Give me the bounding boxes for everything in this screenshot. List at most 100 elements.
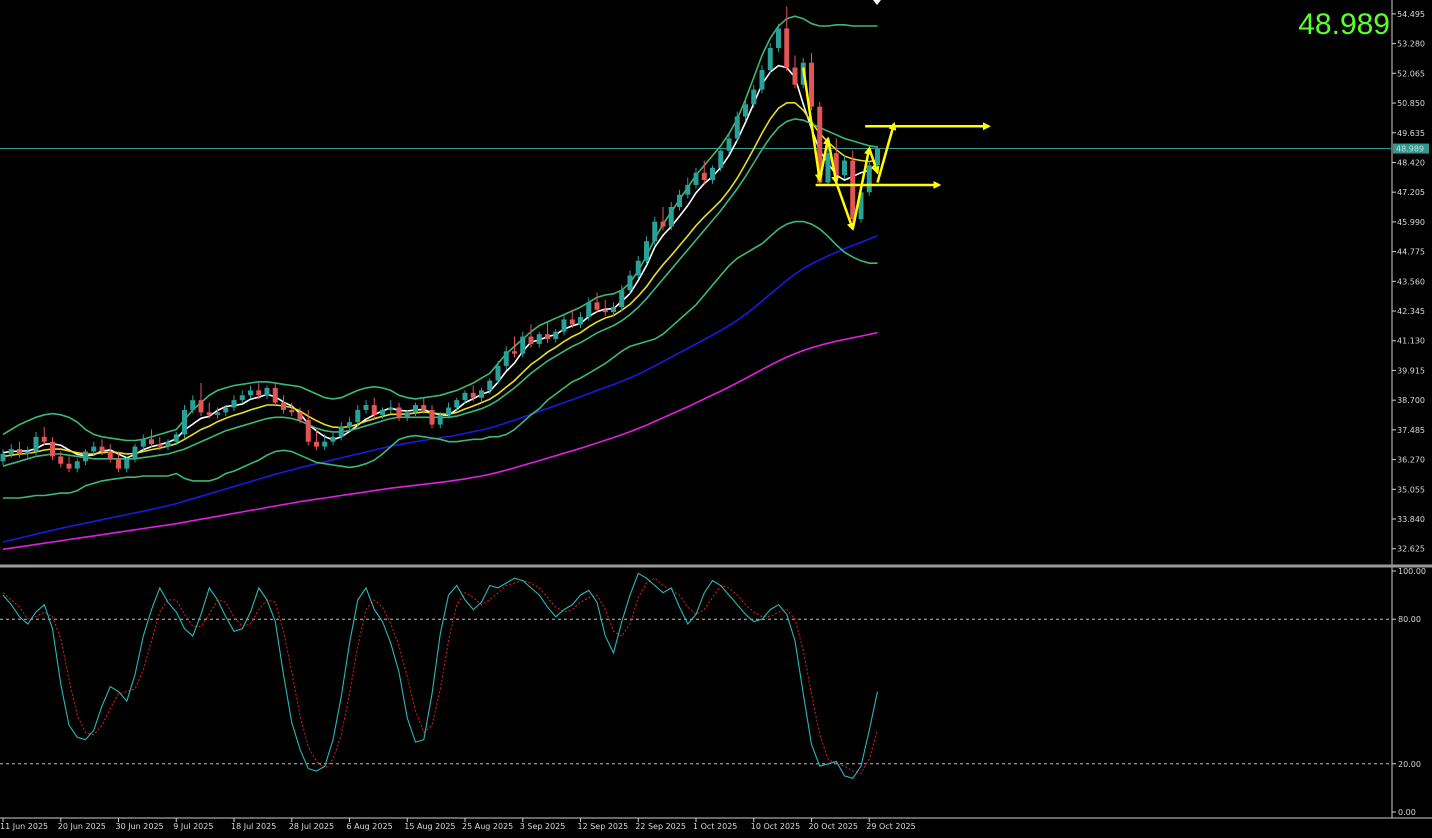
price-tick-label: 49.635 xyxy=(1397,129,1425,138)
bullish-candle xyxy=(479,390,484,398)
date-tick-label: 11 Jun 2025 xyxy=(0,822,48,831)
price-tick-label: 52.065 xyxy=(1397,69,1425,78)
forecast-arrow xyxy=(876,121,897,183)
bearish-candle xyxy=(116,458,121,469)
date-tick-label: 20 Jun 2025 xyxy=(58,822,106,831)
date-tick-label: 10 Oct 2025 xyxy=(751,822,800,831)
bearish-candle xyxy=(99,446,105,452)
date-tick-label: 29 Oct 2025 xyxy=(866,822,915,831)
bullish-candle xyxy=(173,434,179,442)
bearish-candle xyxy=(206,412,212,415)
price-tick-label: 53.280 xyxy=(1397,40,1425,49)
forecast-arrow xyxy=(868,147,880,175)
bullish-candle xyxy=(586,302,592,318)
bearish-candle xyxy=(256,390,262,396)
bullish-candle xyxy=(322,441,328,447)
bearish-candle xyxy=(792,67,798,85)
date-tick-label: 25 Aug 2025 xyxy=(462,822,513,831)
current-price-tag-label: 48.989 xyxy=(1396,145,1424,154)
fast-ma-line xyxy=(2,64,879,459)
bullish-candle xyxy=(388,407,394,410)
bullish-candle xyxy=(644,241,649,261)
bullish-candle xyxy=(223,407,229,413)
date-tick-label: 12 Sep 2025 xyxy=(578,822,629,831)
bollinger-lower-band xyxy=(3,220,878,499)
bullish-candle xyxy=(677,194,682,207)
bullish-candle xyxy=(487,380,493,391)
price-tick-label: 41.130 xyxy=(1397,337,1425,346)
bullish-candle xyxy=(413,405,418,413)
bullish-candle xyxy=(520,336,526,354)
stochastic-tick-label: 100.00 xyxy=(1398,567,1426,576)
bearish-candle xyxy=(512,351,517,354)
bullish-candle xyxy=(685,184,691,195)
date-tick-label: 3 Sep 2025 xyxy=(520,822,566,831)
bollinger-upper-band xyxy=(2,15,878,442)
bearish-candle xyxy=(784,28,790,68)
bearish-candle xyxy=(281,402,286,410)
bullish-candle xyxy=(239,395,245,401)
bearish-candle xyxy=(58,456,64,464)
bullish-candle xyxy=(363,405,369,410)
date-tick-label: 15 Aug 2025 xyxy=(404,822,455,831)
forecast-arrow xyxy=(818,136,831,181)
date-tick-label: 18 Jul 2025 xyxy=(231,822,276,831)
price-tick-label: 44.775 xyxy=(1397,248,1425,257)
ma-200-line xyxy=(2,331,878,551)
bullish-candle xyxy=(710,167,715,181)
bullish-candle xyxy=(776,28,781,49)
price-tick-label: 47.205 xyxy=(1397,188,1425,197)
bullish-candle xyxy=(553,331,559,340)
bullish-candle xyxy=(91,446,97,452)
forecast-arrow xyxy=(835,182,855,231)
bullish-candle xyxy=(718,150,724,168)
bullish-candle xyxy=(866,165,872,193)
bullish-candle xyxy=(767,48,773,71)
bearish-candle xyxy=(305,419,311,442)
bullish-candle xyxy=(182,409,187,435)
bearish-candle xyxy=(850,160,856,220)
bearish-candle xyxy=(429,409,435,425)
slow-ma-line xyxy=(2,102,878,458)
price-tick-label: 39.915 xyxy=(1397,366,1425,375)
bearish-candle xyxy=(17,449,22,454)
chart-shift-marker xyxy=(873,0,881,5)
bullish-candle xyxy=(858,192,864,220)
bullish-candle xyxy=(503,351,509,366)
forecast-arrow xyxy=(826,138,840,185)
date-tick-label: 28 Jul 2025 xyxy=(289,822,334,831)
forecast-arrow xyxy=(802,67,823,183)
bearish-candle xyxy=(594,302,600,310)
bullish-candle xyxy=(165,441,171,447)
date-tick-label: 22 Sep 2025 xyxy=(635,822,686,831)
bullish-candle xyxy=(437,414,443,425)
date-tick-label: 9 Jul 2025 xyxy=(173,822,213,831)
bearish-candle xyxy=(314,441,319,447)
price-tick-label: 35.055 xyxy=(1397,485,1425,494)
date-tick-label: 1 Oct 2025 xyxy=(693,822,737,831)
bullish-candle xyxy=(8,449,14,454)
bearish-candle xyxy=(396,407,402,418)
bullish-candle xyxy=(33,436,39,452)
bullish-candle xyxy=(611,307,616,313)
bullish-candle xyxy=(751,89,757,105)
bullish-candle xyxy=(619,290,625,308)
bearish-candle xyxy=(198,400,204,413)
stochastic-tick-label: 0.00 xyxy=(1398,808,1416,817)
bullish-candle xyxy=(338,427,344,437)
date-tick-label: 20 Oct 2025 xyxy=(809,822,858,831)
bullish-candle xyxy=(635,260,641,276)
price-tick-label: 50.850 xyxy=(1397,99,1425,108)
bullish-candle xyxy=(652,221,658,242)
bullish-candle xyxy=(693,172,699,185)
bearish-candle xyxy=(701,172,707,181)
price-tick-label: 43.560 xyxy=(1397,277,1425,286)
bullish-candle xyxy=(734,116,740,139)
bullish-candle xyxy=(83,451,88,462)
bearish-candle xyxy=(660,221,666,227)
bullish-candle xyxy=(264,387,270,396)
bullish-candle xyxy=(726,138,732,151)
price-tick-label: 32.625 xyxy=(1397,545,1425,554)
stochastic-plot xyxy=(0,572,1392,779)
